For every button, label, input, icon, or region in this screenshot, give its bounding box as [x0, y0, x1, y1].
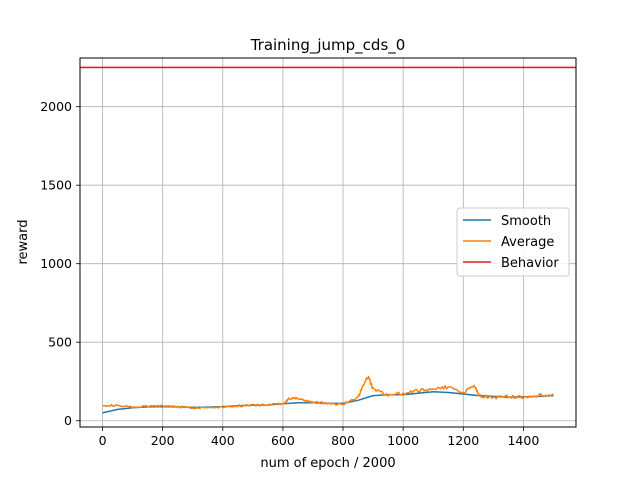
x-tick-label: 800 [331, 433, 355, 448]
x-tick-label: 1200 [447, 433, 479, 448]
x-axis-label: num of epoch / 2000 [260, 456, 395, 471]
y-tick-label: 1000 [40, 256, 72, 271]
x-tick-label: 400 [211, 433, 235, 448]
x-tick-label: 200 [151, 433, 175, 448]
y-tick-label: 2000 [40, 99, 72, 114]
legend-box [456, 207, 570, 277]
legend-label-smooth: Smooth [501, 214, 551, 229]
plot-frame [79, 57, 577, 428]
y-axis-ticks: 0 500 1000 1500 2000 [40, 99, 80, 428]
x-tick-label: 600 [271, 433, 295, 448]
legend-label-behavior: Behavior [501, 256, 559, 271]
legend: Smooth Average Behavior [456, 207, 570, 277]
series-line-average [102, 375, 554, 410]
y-axis-label: reward [16, 219, 31, 264]
series-group [80, 66, 576, 414]
y-tick-label: 1500 [40, 178, 72, 193]
y-tick-label: 500 [48, 335, 72, 350]
x-tick-label: 1000 [387, 433, 419, 448]
x-tick-label: 0 [99, 433, 107, 448]
x-axis-ticks: 0 200 400 600 800 1000 1200 1400 [99, 427, 539, 448]
chart-title: Training_jump_cds_0 [250, 36, 406, 55]
y-tick-label: 0 [64, 413, 72, 428]
legend-label-average: Average [501, 235, 554, 250]
x-tick-label: 1400 [507, 433, 539, 448]
